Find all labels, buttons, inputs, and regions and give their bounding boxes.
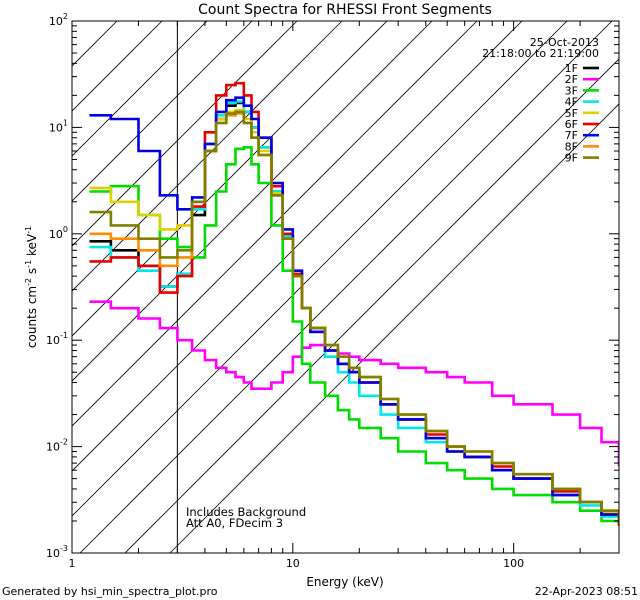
legend-label-3F: 3F: [565, 84, 578, 97]
hatch-line: [72, 21, 343, 292]
hatch-line: [169, 103, 619, 553]
legend-label-6F: 6F: [565, 118, 578, 131]
footer-generated-by: Generated by hsi_min_spectra_plot.pro: [2, 585, 218, 598]
chart-title: Count Spectra for RHESSI Front Segments: [198, 2, 492, 18]
x-tick-label: 1: [69, 557, 76, 570]
y-tick-label: 10-1: [46, 331, 68, 347]
legend-label-2F: 2F: [565, 73, 578, 86]
legend-label-5F: 5F: [565, 107, 578, 120]
legend-time-range: 21:18:00 to 21:19:00: [482, 47, 599, 60]
series-5F: [89, 108, 619, 517]
legend: 25-Oct-2013 21:18:00 to 21:19:00 1F2F3F4…: [482, 36, 599, 165]
y-tick-label: 102: [49, 12, 68, 28]
legend-label-4F: 4F: [565, 96, 578, 109]
annotation-attenuator: Att A0, FDecim 3: [186, 516, 283, 530]
plot-frame: [71, 20, 620, 554]
x-tick-label: 100: [503, 557, 524, 570]
hatch-line: [72, 21, 253, 202]
hatch-line: [72, 21, 388, 337]
hatch-line: [72, 21, 478, 427]
footer-timestamp: 22-Apr-2023 08:51: [535, 585, 638, 598]
hatch-line: [72, 21, 163, 112]
hatch-line: [79, 21, 613, 553]
hatch-line: [72, 21, 298, 247]
y-axis-label: counts cm-2 s-1 keV-1: [24, 226, 39, 348]
legend-label-7F: 7F: [565, 129, 578, 142]
series-3F: [89, 146, 619, 526]
series-layer: [89, 81, 619, 526]
x-axis-label: Energy (keV): [306, 575, 383, 589]
series-4F: [89, 100, 619, 521]
y-axis: 10-3 10-2 10-1 100 101 102: [46, 12, 619, 560]
annotation-background: Includes Background: [186, 505, 306, 519]
legend-label-1F: 1F: [565, 62, 578, 75]
hatch-line: [72, 21, 523, 472]
series-9F: [89, 110, 619, 521]
y-tick-label: 100: [49, 225, 68, 241]
hatch-line: [72, 21, 208, 157]
x-tick-label: 10: [286, 557, 300, 570]
y-tick-label: 10-2: [46, 438, 68, 454]
legend-date: 25-Oct-2013: [530, 36, 599, 49]
y-tick-label: 101: [49, 118, 68, 134]
series-2F: [89, 300, 619, 467]
x-axis: 1 10 100: [69, 21, 620, 570]
hatch-line: [72, 21, 118, 67]
series-7F: [89, 96, 619, 521]
series-8F: [89, 112, 619, 521]
legend-label-8F: 8F: [565, 140, 578, 153]
hatch-line: [124, 58, 619, 553]
y-tick-label: 10-3: [46, 544, 68, 560]
series-1F: [89, 101, 619, 521]
legend-label-9F: 9F: [565, 152, 578, 165]
